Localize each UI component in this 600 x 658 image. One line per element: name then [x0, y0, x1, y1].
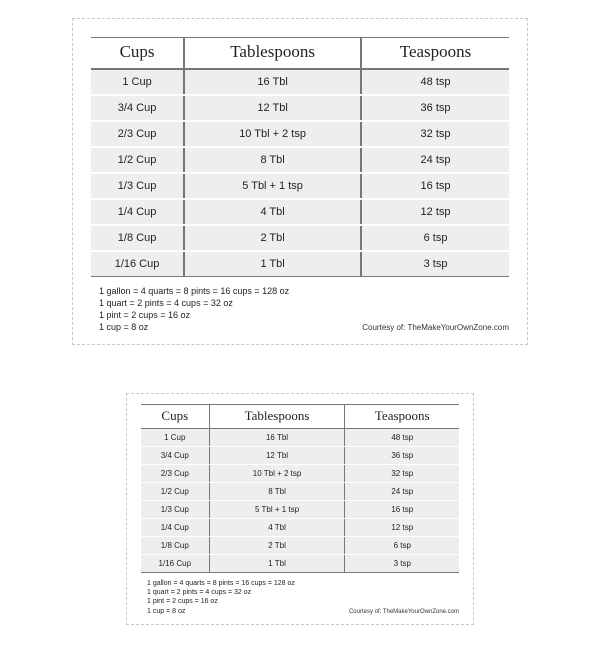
table-cell: 16 Tbl: [184, 69, 361, 95]
conversion-notes-large: 1 gallon = 4 quarts = 8 pints = 16 cups …: [91, 285, 509, 334]
table-cell: 48 tsp: [361, 69, 509, 95]
note-line: 1 pint = 2 cups = 16 oz: [99, 309, 501, 321]
table-cell: 1/4 Cup: [141, 518, 209, 536]
table-cell: 3 tsp: [345, 554, 459, 572]
conversion-table-large: Cups Tablespoons Teaspoons 1 Cup16 Tbl48…: [91, 37, 509, 277]
courtesy-text: Courtesy of: TheMakeYourOwnZone.com: [362, 323, 509, 334]
table-cell: 1 Cup: [91, 69, 184, 95]
conversion-table-small: Cups Tablespoons Teaspoons 1 Cup16 Tbl48…: [141, 404, 459, 573]
table-cell: 10 Tbl + 2 tsp: [209, 464, 345, 482]
col-teaspoons: Teaspoons: [361, 38, 509, 70]
table-cell: 1/16 Cup: [141, 554, 209, 572]
table-row: 1 Cup16 Tbl48 tsp: [91, 69, 509, 95]
col-tablespoons: Tablespoons: [209, 404, 345, 428]
table-cell: 1/2 Cup: [141, 482, 209, 500]
table-cell: 8 Tbl: [184, 147, 361, 173]
table-cell: 1/3 Cup: [91, 173, 184, 199]
table-row: 1/4 Cup4 Tbl12 tsp: [91, 199, 509, 225]
table-cell: 24 tsp: [361, 147, 509, 173]
conversion-card-large: Cups Tablespoons Teaspoons 1 Cup16 Tbl48…: [72, 18, 528, 345]
table-cell: 12 Tbl: [184, 95, 361, 121]
table-cell: 12 tsp: [361, 199, 509, 225]
note-line: 1 quart = 2 pints = 4 cups = 32 oz: [99, 297, 501, 309]
table-cell: 8 Tbl: [209, 482, 345, 500]
table-body-small: 1 Cup16 Tbl48 tsp3/4 Cup12 Tbl36 tsp2/3 …: [141, 428, 459, 572]
col-teaspoons: Teaspoons: [345, 404, 459, 428]
table-row: 1/16 Cup1 Tbl3 tsp: [91, 251, 509, 277]
table-header: Cups Tablespoons Teaspoons: [91, 38, 509, 70]
table-cell: 16 tsp: [361, 173, 509, 199]
table-row: 1/8 Cup2 Tbl6 tsp: [91, 225, 509, 251]
table-cell: 1 Tbl: [184, 251, 361, 277]
table-row: 1 Cup16 Tbl48 tsp: [141, 428, 459, 446]
table-cell: 5 Tbl + 1 tsp: [209, 500, 345, 518]
table-cell: 12 tsp: [345, 518, 459, 536]
table-cell: 1 Cup: [141, 428, 209, 446]
table-cell: 4 Tbl: [209, 518, 345, 536]
col-cups: Cups: [91, 38, 184, 70]
table-cell: 1 Tbl: [209, 554, 345, 572]
table-cell: 1/3 Cup: [141, 500, 209, 518]
table-cell: 24 tsp: [345, 482, 459, 500]
table-cell: 48 tsp: [345, 428, 459, 446]
conversion-card-small: Cups Tablespoons Teaspoons 1 Cup16 Tbl48…: [126, 393, 474, 626]
table-row: 1/2 Cup8 Tbl24 tsp: [91, 147, 509, 173]
table-cell: 2/3 Cup: [91, 121, 184, 147]
note-line: 1 gallon = 4 quarts = 8 pints = 16 cups …: [99, 285, 501, 297]
table-row: 1/2 Cup8 Tbl24 tsp: [141, 482, 459, 500]
table-cell: 32 tsp: [345, 464, 459, 482]
table-cell: 3/4 Cup: [141, 446, 209, 464]
table-cell: 1/16 Cup: [91, 251, 184, 277]
table-row: 1/16 Cup1 Tbl3 tsp: [141, 554, 459, 572]
col-tablespoons: Tablespoons: [184, 38, 361, 70]
table-row: 1/8 Cup2 Tbl6 tsp: [141, 536, 459, 554]
table-row: 2/3 Cup10 Tbl + 2 tsp32 tsp: [141, 464, 459, 482]
table-cell: 1/8 Cup: [141, 536, 209, 554]
table-cell: 2/3 Cup: [141, 464, 209, 482]
table-cell: 3/4 Cup: [91, 95, 184, 121]
table-cell: 16 Tbl: [209, 428, 345, 446]
table-cell: 6 tsp: [361, 225, 509, 251]
courtesy-text: Courtesy of: TheMakeYourOwnZone.com: [349, 608, 459, 616]
table-row: 3/4 Cup12 Tbl36 tsp: [141, 446, 459, 464]
table-cell: 2 Tbl: [184, 225, 361, 251]
table-row: 1/3 Cup5 Tbl + 1 tsp16 tsp: [141, 500, 459, 518]
note-line: 1 pint = 2 cups = 16 oz: [147, 597, 453, 606]
table-cell: 3 tsp: [361, 251, 509, 277]
table-cell: 36 tsp: [345, 446, 459, 464]
table-cell: 1/8 Cup: [91, 225, 184, 251]
table-row: 1/3 Cup5 Tbl + 1 tsp16 tsp: [91, 173, 509, 199]
table-cell: 36 tsp: [361, 95, 509, 121]
note-line: 1 quart = 2 pints = 4 cups = 32 oz: [147, 588, 453, 597]
table-cell: 12 Tbl: [209, 446, 345, 464]
table-cell: 4 Tbl: [184, 199, 361, 225]
table-cell: 2 Tbl: [209, 536, 345, 554]
table-cell: 5 Tbl + 1 tsp: [184, 173, 361, 199]
table-row: 1/4 Cup4 Tbl12 tsp: [141, 518, 459, 536]
page: Cups Tablespoons Teaspoons 1 Cup16 Tbl48…: [0, 0, 600, 658]
conversion-notes-small: 1 gallon = 4 quarts = 8 pints = 16 cups …: [141, 579, 459, 617]
table-cell: 32 tsp: [361, 121, 509, 147]
table-row: 3/4 Cup12 Tbl36 tsp: [91, 95, 509, 121]
table-row: 2/3 Cup10 Tbl + 2 tsp32 tsp: [91, 121, 509, 147]
table-cell: 1/4 Cup: [91, 199, 184, 225]
table-body-large: 1 Cup16 Tbl48 tsp3/4 Cup12 Tbl36 tsp2/3 …: [91, 69, 509, 277]
note-line: 1 gallon = 4 quarts = 8 pints = 16 cups …: [147, 579, 453, 588]
col-cups: Cups: [141, 404, 209, 428]
table-header: Cups Tablespoons Teaspoons: [141, 404, 459, 428]
table-cell: 6 tsp: [345, 536, 459, 554]
table-cell: 16 tsp: [345, 500, 459, 518]
table-cell: 10 Tbl + 2 tsp: [184, 121, 361, 147]
table-cell: 1/2 Cup: [91, 147, 184, 173]
